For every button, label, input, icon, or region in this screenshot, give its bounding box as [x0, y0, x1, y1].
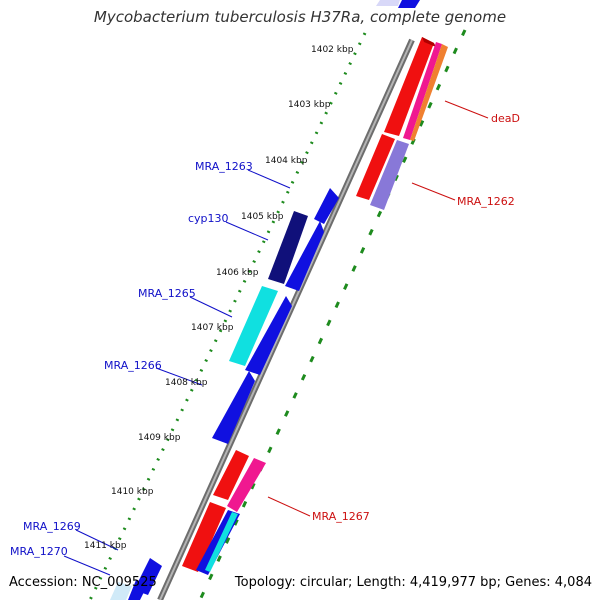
- gene-MRA_1262-red: [356, 134, 395, 200]
- gene-MRA_1267-pink: [227, 458, 266, 512]
- gene-label-MRA_1263: MRA_1263: [195, 160, 253, 173]
- genome-backbone: [157, 38, 415, 600]
- tick-label-1404: 1404 kbp: [265, 156, 308, 166]
- map-title: Mycobacterium tuberculosis H37Ra, comple…: [94, 8, 506, 26]
- gene-cyp130: [268, 211, 308, 284]
- tick-label-1409: 1409 kbp: [138, 433, 181, 443]
- gene-label-MRA_1270: MRA_1270: [10, 545, 68, 558]
- tick-label-1405: 1405 kbp: [241, 212, 284, 222]
- gene-label-MRA_1266: MRA_1266: [104, 359, 162, 372]
- tick-label-1411: 1411 kbp: [84, 541, 127, 551]
- gene-MRA_1270: [110, 580, 148, 600]
- gene-reverse-1410-red: [213, 450, 249, 500]
- tick-label-1407: 1407 kbp: [191, 323, 234, 333]
- gene-forward-1405: [285, 221, 324, 291]
- gene-label-MRA_1265: MRA_1265: [138, 287, 196, 300]
- accession-label: Accession: NC_009525: [9, 575, 157, 590]
- gene-label-MRA_1267: MRA_1267: [312, 510, 370, 523]
- topology-label: Topology: circular; Length: 4,419,977 bp…: [234, 575, 592, 590]
- gene-MRA_1262-lavender: [370, 140, 409, 210]
- gene-top-partial: [376, 0, 420, 8]
- gene-label-deaD: deaD: [491, 112, 520, 125]
- gene-deaD-orange: [410, 44, 448, 141]
- tick-label-1408: 1408 kbp: [165, 378, 208, 388]
- gene-MRA_1263: [314, 188, 339, 224]
- gene-forward-1407: [245, 296, 292, 375]
- tick-label-1402: 1402 kbp: [311, 45, 354, 55]
- tick-label-1410: 1410 kbp: [111, 487, 154, 497]
- gene-label-MRA_1269: MRA_1269: [23, 520, 81, 533]
- gene-deaD-red: [384, 37, 436, 136]
- gene-MRA_1266: [212, 371, 255, 444]
- tick-label-1403: 1403 kbp: [288, 100, 331, 110]
- leader-lines: [63, 100, 489, 576]
- gene-labels: deaD MRA_1262 MRA_1263 cyp130 MRA_1265 M…: [10, 112, 520, 558]
- gene-reverse-1411-blue: [196, 510, 240, 575]
- inner-tick-track: [198, 29, 467, 600]
- gene-deaD-pink: [403, 42, 442, 140]
- gene-label-MRA_1262: MRA_1262: [457, 195, 515, 208]
- gene-MRA_1265: [229, 286, 278, 366]
- gene-label-cyp130: cyp130: [188, 212, 229, 225]
- gene-reverse-1411-red: [182, 502, 226, 572]
- tick-label-1406: 1406 kbp: [216, 268, 259, 278]
- tick-labels: 1402 kbp 1403 kbp 1404 kbp 1405 kbp 1406…: [84, 45, 354, 551]
